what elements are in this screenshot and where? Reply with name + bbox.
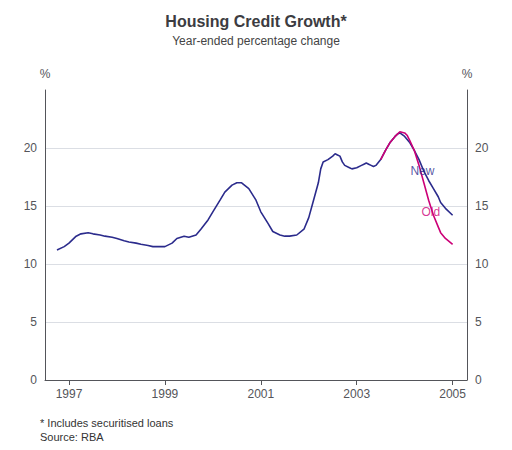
- svg-text:Housing Credit Growth*: Housing Credit Growth*: [165, 13, 347, 30]
- svg-text:10: 10: [475, 257, 489, 271]
- svg-text:Source: RBA: Source: RBA: [40, 431, 104, 443]
- svg-text:2003: 2003: [343, 387, 370, 401]
- svg-text:2005: 2005: [439, 387, 466, 401]
- svg-text:15: 15: [475, 199, 489, 213]
- svg-text:0: 0: [475, 373, 482, 387]
- svg-text:2001: 2001: [247, 387, 274, 401]
- svg-text:10: 10: [24, 257, 38, 271]
- svg-text:20: 20: [24, 141, 38, 155]
- svg-text:15: 15: [24, 199, 38, 213]
- svg-text:New: New: [410, 164, 434, 178]
- svg-text:%: %: [462, 67, 473, 81]
- svg-text:1997: 1997: [56, 387, 83, 401]
- svg-text:5: 5: [30, 315, 37, 329]
- svg-text:%: %: [40, 67, 51, 81]
- svg-text:0: 0: [30, 373, 37, 387]
- svg-text:Old: Old: [421, 205, 440, 219]
- svg-text:* Includes securitised loans: * Includes securitised loans: [40, 417, 174, 429]
- svg-text:5: 5: [475, 315, 482, 329]
- svg-text:Year-ended percentage change: Year-ended percentage change: [172, 34, 340, 48]
- svg-text:20: 20: [475, 141, 489, 155]
- svg-text:1999: 1999: [152, 387, 179, 401]
